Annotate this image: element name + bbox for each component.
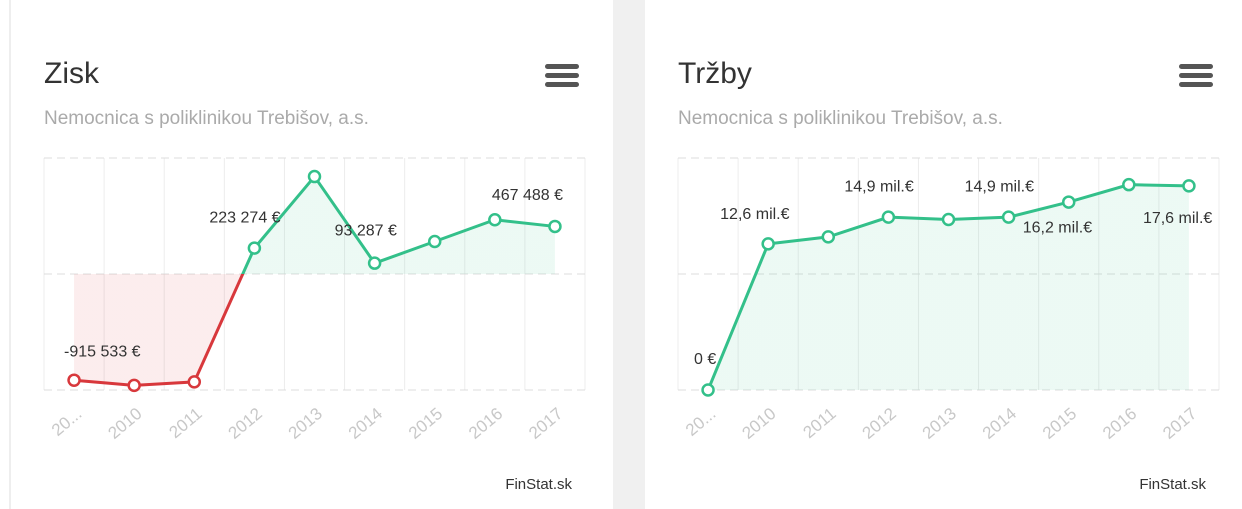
area [708,184,1189,390]
point [761,237,775,251]
x-tick-label: 2015 [1039,404,1080,443]
value-label: -915 533 € [64,343,141,360]
point [427,234,442,249]
x-tick-label: 2016 [465,404,506,443]
point [701,383,715,397]
value-label: 14,9 mil.€ [965,178,1034,195]
x-tick-label: 2013 [285,404,326,443]
chart-title: Tržby [678,57,752,90]
point [247,241,262,255]
x-tick-label: 2016 [1099,404,1140,443]
x-tick-label: 2015 [405,404,446,443]
chart-subtitle: Nemocnica s poliklinikou Trebišov, a.s. [44,108,369,129]
value-label: 467 488 € [492,187,563,204]
value-label: 12,6 mil.€ [720,206,789,223]
credit: FinStat.sk [505,476,572,493]
x-tick-label: 2011 [800,404,840,442]
x-tick-label: 2012 [859,404,900,443]
menu-button[interactable] [1179,64,1213,87]
point [488,213,502,227]
x-tick-label: 2017 [1159,404,1200,443]
x-tick-label: 2013 [919,404,960,443]
menu-bar [1179,64,1213,69]
point [1061,195,1076,209]
point [548,219,562,234]
separator [613,0,645,509]
x-tick-label: 2014 [979,404,1020,443]
menu-bar [1179,82,1213,87]
point [1182,179,1196,193]
point [187,375,202,389]
point [941,212,956,227]
menu-bar [1179,73,1213,78]
menu-bar [545,73,579,78]
point [1001,210,1016,224]
menu-bar [545,82,579,87]
chart-subtitle: Nemocnica s poliklinikou Trebišov, a.s. [678,108,1003,129]
area [74,176,555,386]
x-tick-label: 20... [682,404,720,440]
point [881,210,896,224]
x-tick-label: 2010 [738,404,779,443]
chart-title: Zisk [44,57,100,90]
point [1122,177,1136,192]
x-tick-label: 2011 [166,404,206,442]
menu-button[interactable] [545,64,579,87]
point [307,169,322,184]
value-label: 0 € [694,351,716,368]
point [127,378,141,393]
credit: FinStat.sk [1139,476,1206,493]
x-tick-label: 2010 [104,404,145,443]
x-tick-label: 20... [48,404,86,440]
value-label: 17,6 mil.€ [1143,210,1212,227]
x-tick-label: 2014 [345,404,386,443]
point [67,373,81,387]
value-label: 223 274 € [209,209,280,226]
point [821,230,836,244]
menu-bar [545,64,579,69]
value-label: 16,2 mil.€ [1023,219,1092,236]
point [367,256,382,270]
x-tick-label: 2017 [525,404,566,443]
value-label: 93 287 € [335,222,397,239]
x-tick-label: 2012 [225,404,266,443]
value-label: 14,9 mil.€ [844,178,913,195]
